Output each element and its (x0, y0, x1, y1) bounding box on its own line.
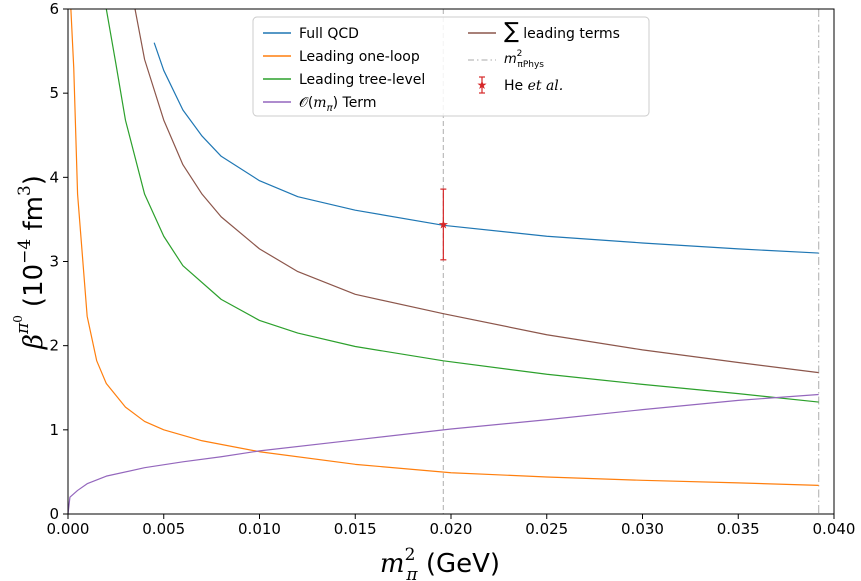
y-tick-label: 5 (49, 84, 59, 102)
x-tick-label: 0.010 (238, 520, 281, 538)
x-tick-label: 0.030 (621, 520, 664, 538)
x-tick-label: 0.040 (813, 520, 856, 538)
x-axis-title: m2 π (GeV) (380, 545, 500, 581)
y-tick-label: 4 (49, 168, 59, 186)
y-tick-label: 6 (49, 0, 59, 18)
data-point-he-et-al: ★ (438, 188, 449, 261)
x-tick-label: 0.025 (525, 520, 568, 538)
legend-label-he-et-al: He et al. (504, 78, 563, 94)
series-line-leading-one-loop (70, 9, 819, 486)
data-points: ★ (438, 188, 449, 261)
y-tick-label: 0 (49, 505, 59, 523)
x-axis-ticks: 0.000 0.005 0.010 0.015 0.020 0.025 0.030 0.035… (47, 514, 856, 538)
x-tick-label: 0.035 (717, 520, 760, 538)
legend-label-m-pi-phys: m2 πPhys (504, 49, 544, 70)
svg-text:★: ★ (477, 78, 488, 92)
svg-text:★: ★ (438, 217, 449, 231)
x-tick-label: 0.000 (47, 520, 90, 538)
y-axis-title: βπ0(10−4 fm3) (11, 175, 49, 350)
x-tick-label: 0.015 (334, 520, 377, 538)
legend-label-leading-tree-level: Leading tree-level (299, 72, 425, 88)
legend-label-sum-leading-terms: ∑ leading terms (504, 19, 620, 44)
y-tick-label: 2 (49, 337, 59, 355)
series-line-leading-tree-level (105, 9, 819, 403)
y-tick-label: 1 (49, 421, 59, 439)
legend-label-full-qcd: Full QCD (299, 26, 359, 42)
series-lines (68, 9, 819, 514)
series-line-full-qcd (153, 42, 819, 254)
legend-swatch-he-et-al: ★ (477, 76, 488, 94)
series-line-o-m-term (68, 393, 819, 514)
y-axis-ticks: 0 1 2 3 4 5 6 (49, 0, 68, 523)
series-line-leading-terms (134, 9, 819, 374)
y-tick-label: 3 (49, 253, 59, 271)
legend: Full QCD Leading one-loop Leading tree-l… (252, 16, 650, 117)
legend-box (252, 16, 650, 117)
legend-label-leading-one-loop: Leading one-loop (299, 49, 420, 65)
x-tick-label: 0.020 (430, 520, 473, 538)
x-tick-label: 0.005 (142, 520, 185, 538)
legend-label-o-m-pi-term: 𝒪(mπ) Term (299, 95, 376, 114)
